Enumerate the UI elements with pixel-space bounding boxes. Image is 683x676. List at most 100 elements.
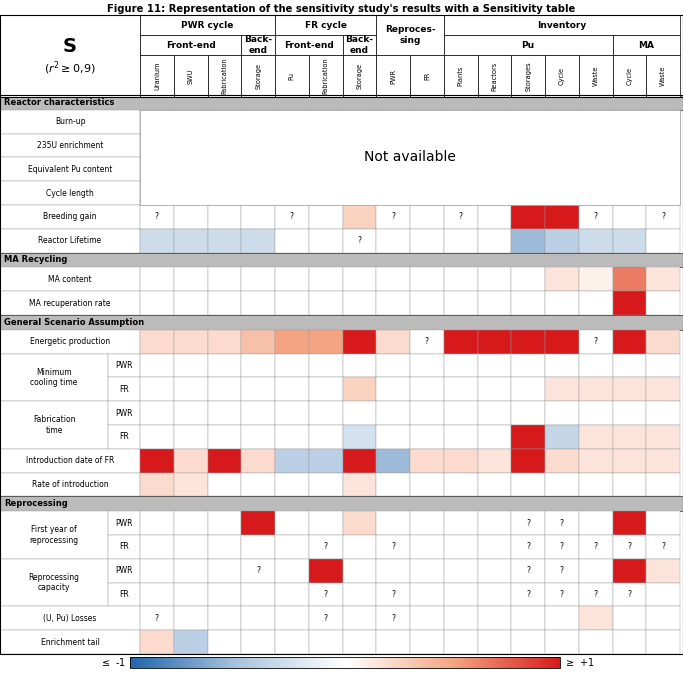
Bar — [444, 377, 477, 401]
Bar — [335, 657, 337, 668]
Bar — [512, 291, 545, 315]
Bar — [232, 657, 234, 668]
Text: Storage: Storage — [255, 63, 261, 89]
Bar — [257, 657, 260, 668]
Bar — [309, 630, 342, 654]
Bar — [241, 473, 275, 496]
Bar — [331, 657, 333, 668]
Bar — [426, 657, 427, 668]
Bar — [140, 606, 173, 630]
Bar — [0, 330, 140, 354]
Text: S: S — [63, 37, 77, 57]
Bar — [646, 205, 680, 228]
Bar — [294, 657, 295, 668]
Bar — [0, 267, 140, 291]
Bar — [295, 657, 297, 668]
Bar — [467, 657, 469, 668]
Bar — [265, 657, 266, 668]
Bar — [325, 657, 327, 668]
Bar — [363, 657, 365, 668]
Bar — [613, 205, 646, 228]
Bar — [613, 55, 646, 97]
Bar — [213, 657, 215, 668]
Bar — [385, 657, 387, 668]
Bar — [376, 158, 410, 181]
Text: ?: ? — [324, 542, 328, 552]
Bar — [444, 55, 477, 97]
Bar — [272, 657, 274, 668]
Bar — [376, 583, 410, 606]
Bar — [219, 657, 221, 668]
Bar — [368, 657, 370, 668]
Text: Reactor Lifetime: Reactor Lifetime — [38, 236, 102, 245]
Bar — [342, 35, 376, 55]
Bar — [241, 377, 275, 401]
Bar — [342, 657, 344, 668]
Bar — [477, 425, 512, 449]
Bar — [444, 657, 446, 668]
Text: Cycle: Cycle — [626, 67, 632, 85]
Bar — [275, 583, 309, 606]
Bar — [471, 657, 473, 668]
Bar — [579, 228, 613, 253]
Bar — [646, 55, 680, 97]
Bar — [140, 535, 173, 559]
Bar — [486, 657, 488, 668]
Bar — [208, 535, 241, 559]
Bar — [402, 657, 404, 668]
Bar — [544, 657, 546, 668]
Bar — [444, 35, 613, 55]
Bar — [494, 657, 496, 668]
Bar — [289, 657, 291, 668]
Bar — [372, 657, 374, 668]
Bar — [241, 630, 275, 654]
Bar — [140, 559, 173, 583]
Bar — [0, 15, 140, 97]
Text: Equivalent Pu content: Equivalent Pu content — [28, 165, 112, 174]
Text: Pu: Pu — [289, 72, 295, 80]
Bar — [444, 473, 477, 496]
Bar — [242, 657, 244, 668]
Bar — [398, 657, 400, 668]
Bar — [469, 657, 470, 668]
Bar — [0, 15, 683, 97]
Bar — [354, 657, 356, 668]
Bar — [438, 657, 440, 668]
Bar — [241, 330, 275, 354]
Bar — [376, 354, 410, 377]
Text: Enrichment tail: Enrichment tail — [40, 637, 100, 647]
Text: ?: ? — [526, 518, 530, 527]
Bar — [512, 377, 545, 401]
Text: $\geq$ +1: $\geq$ +1 — [564, 656, 594, 669]
Text: FR: FR — [119, 542, 129, 552]
Bar — [208, 330, 241, 354]
Bar — [140, 657, 142, 668]
Bar — [504, 657, 506, 668]
Bar — [545, 55, 579, 97]
Bar — [512, 354, 545, 377]
Bar — [259, 657, 261, 668]
Bar — [481, 657, 483, 668]
Bar — [197, 657, 199, 668]
Bar — [371, 657, 373, 668]
Bar — [492, 657, 494, 668]
Bar — [543, 657, 545, 668]
Bar — [309, 158, 342, 181]
Bar — [171, 657, 173, 668]
Bar — [431, 657, 433, 668]
Bar — [140, 134, 173, 158]
Bar — [173, 110, 208, 134]
Bar — [512, 606, 545, 630]
Bar — [526, 657, 527, 668]
Bar — [0, 205, 140, 228]
Bar — [339, 657, 342, 668]
Bar — [454, 657, 456, 668]
Bar — [309, 606, 342, 630]
Bar — [410, 449, 444, 473]
Bar — [415, 657, 417, 668]
Bar — [169, 657, 171, 668]
Bar — [444, 630, 477, 654]
Bar — [547, 657, 549, 668]
Bar — [453, 657, 454, 668]
Bar — [613, 606, 646, 630]
